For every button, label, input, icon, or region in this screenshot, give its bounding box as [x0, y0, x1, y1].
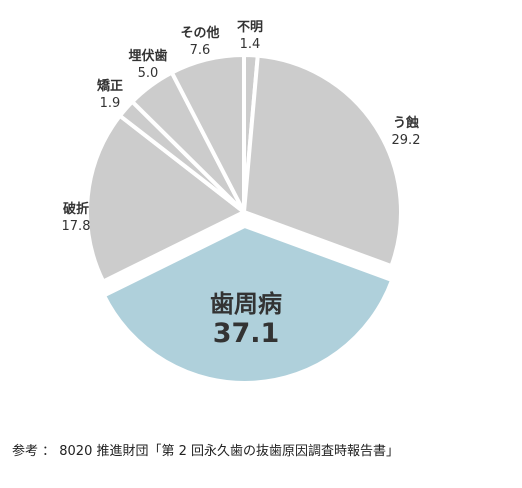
slice-value-7: 7.6	[190, 43, 211, 58]
pie-slice-2	[242, 53, 403, 269]
slice-value-6: 5.0	[138, 66, 159, 81]
source-note: 参考 ： 8020 推進財団「第 2 回永久歯の抜歯原因調査時報告書」	[12, 444, 400, 459]
pie-slice-3	[101, 223, 395, 385]
pie-slice-7	[169, 53, 246, 214]
slice-value-1: 1.4	[240, 37, 261, 52]
slice-label-4: 破折	[63, 201, 89, 217]
slice-value-2: 29.2	[392, 133, 421, 148]
slice-value-3: 37.1	[213, 318, 280, 349]
slice-label-5: 矯正	[97, 78, 123, 94]
slice-value-5: 1.9	[100, 96, 121, 111]
pie-slice-4	[85, 113, 246, 284]
slice-label-6: 埋伏歯	[128, 48, 167, 64]
slice-label-2: う蝕	[393, 115, 419, 131]
slice-label-7: その他	[180, 25, 219, 41]
slice-value-4: 17.8	[62, 219, 91, 234]
slice-label-3: 歯周病	[210, 290, 282, 318]
slice-label-1: 不明	[237, 20, 263, 35]
